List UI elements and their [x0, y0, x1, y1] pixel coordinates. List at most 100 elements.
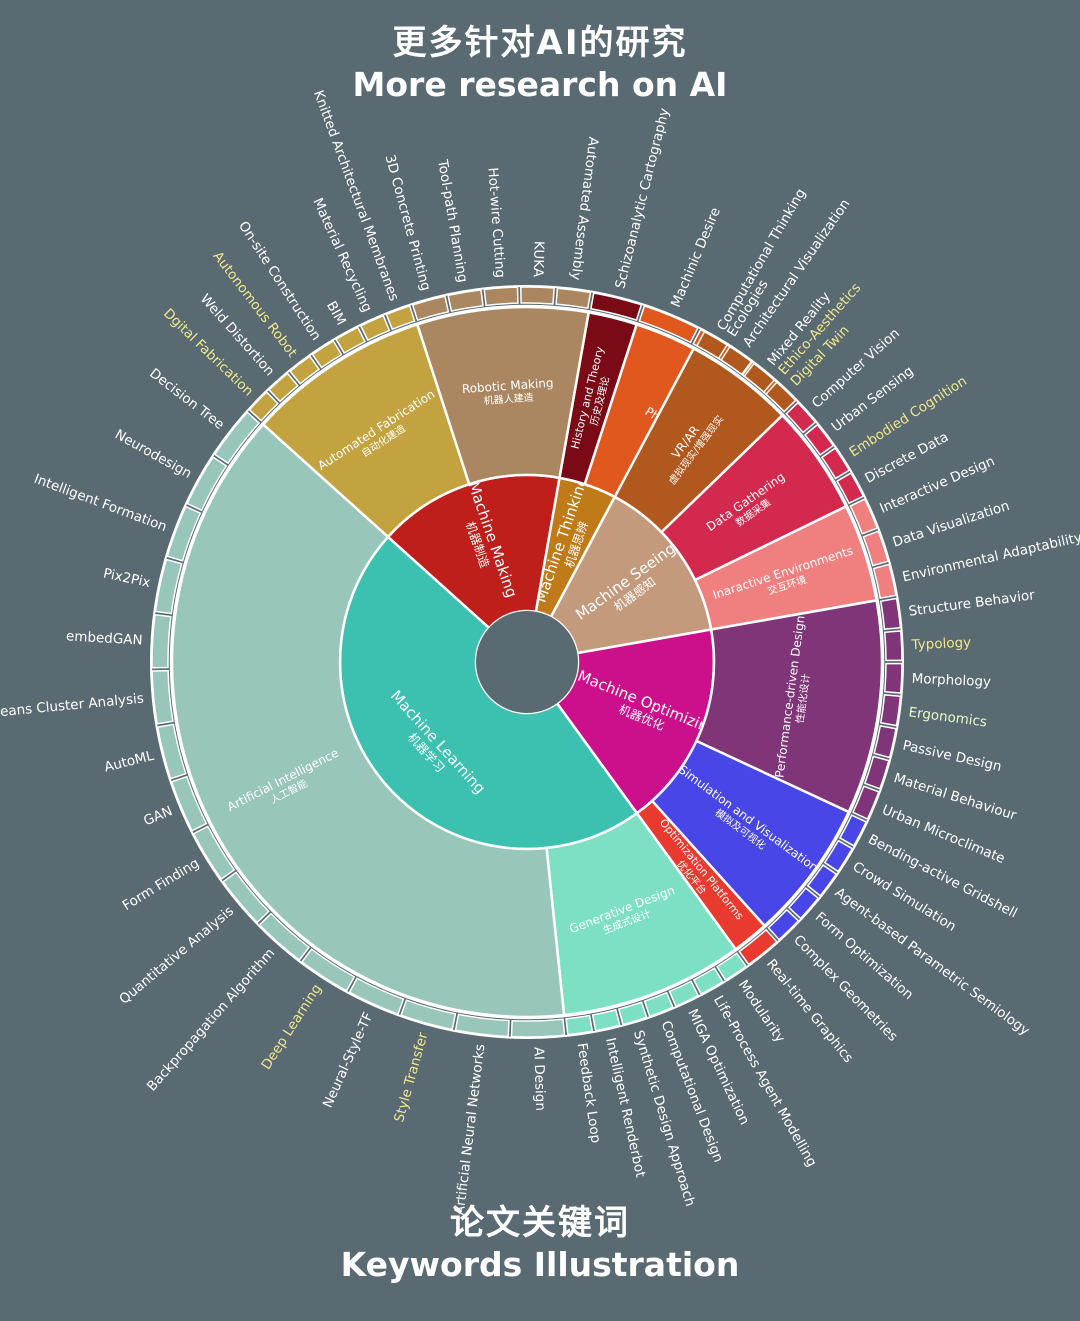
keyword-tick: [767, 908, 800, 941]
keyword-label: Pix2Pix: [102, 566, 152, 591]
keyword-tick: [248, 391, 279, 422]
keyword-tick: [359, 314, 391, 342]
keyword-tick: [872, 563, 897, 599]
keyword-label: Quantitative Analysis: [116, 903, 237, 1008]
keyword-tick: [590, 292, 643, 322]
keyword-tick: [806, 864, 838, 897]
keyword-tick: [385, 304, 416, 331]
keyword-label: BIM: [323, 299, 349, 329]
keyword-label: Morphology: [911, 671, 991, 690]
keyword-tick: [803, 423, 835, 456]
keyword-label: Feedback Loop: [574, 1042, 604, 1144]
keyword-tick: [617, 1001, 648, 1026]
keyword-tick: [738, 928, 778, 966]
keyword-label: Typology: [910, 635, 971, 654]
keyword-tick: [873, 725, 897, 759]
keyword-label: Neurodesign: [112, 427, 194, 482]
keyword-outer-ring: [150, 285, 904, 1039]
keyword-tick: [400, 999, 457, 1031]
chart-title-english: More research on AI: [352, 65, 728, 104]
keyword-tick: [222, 871, 270, 924]
keyword-tick: [823, 839, 854, 873]
keyword-tick: [879, 597, 902, 630]
keyword-tick: [862, 530, 890, 567]
keyword-label: Ergonomics: [908, 704, 988, 730]
keyword-tick: [213, 411, 261, 465]
keyword-tick: [348, 977, 405, 1016]
keyword-label: Form Optimization: [812, 909, 916, 1003]
keyword-label: Artificial Neural Networks: [452, 1043, 489, 1216]
keyword-label: Neural-Style-TF: [320, 1010, 377, 1110]
keyword-label: KUKA: [530, 241, 547, 278]
keyword-tick: [838, 814, 868, 847]
keyword-tick: [743, 362, 776, 394]
keyword-tick: [267, 372, 299, 403]
keyword-tick: [787, 887, 820, 920]
keyword-tick: [720, 345, 753, 376]
keyword-tick: [258, 912, 311, 962]
keyword-tick: [447, 288, 484, 312]
center-hole: [476, 611, 578, 713]
keyword-tick: [863, 755, 890, 790]
keyword-label: Hot-wire Cutting: [484, 167, 508, 279]
keyword-label: Machinic Desire: [668, 205, 724, 310]
keyword-tick: [695, 330, 729, 360]
keyword-label: GAN: [141, 803, 175, 829]
footer-title-chinese: 论文关键词: [450, 1203, 630, 1243]
keyword-tick: [852, 785, 880, 820]
keyword-label: Structure Behavior: [908, 587, 1036, 620]
keyword-label: Deep Learning: [258, 981, 325, 1072]
keyword-label: Synthetic Design Approach: [630, 1028, 698, 1208]
chart-title-chinese: 更多针对AI的研究: [392, 23, 688, 63]
keyword-tick: [311, 339, 343, 369]
keyword-tick: [643, 991, 674, 1018]
keyword-label: Schizoanalytic Cartography: [612, 106, 672, 290]
keyword-tick: [454, 1013, 510, 1038]
keyword-label: Form Finding: [120, 855, 203, 914]
keyword-label: Passive Design: [901, 738, 1003, 775]
keyword-tick: [883, 662, 903, 694]
keyword-label: Intelligent Formation: [32, 471, 169, 535]
keyword-tick: [692, 967, 724, 996]
keyword-tick: [716, 952, 748, 982]
keyword-tick: [151, 669, 174, 725]
keyword-tick: [520, 286, 555, 305]
keyword-label: Decision Tree: [146, 365, 227, 433]
keyword-tick: [849, 498, 879, 535]
keyword-tick: [764, 381, 797, 413]
keyword-tick: [411, 295, 450, 322]
footer-title-english: Keywords Illustration: [340, 1245, 740, 1284]
keyword-label: Style Transfer: [391, 1030, 431, 1124]
subcategory-robotic-making-label: Robotic Making机器人建造: [461, 376, 554, 409]
keyword-label: Automated Assembly: [567, 136, 601, 281]
keyword-tick: [510, 1018, 566, 1038]
keyword-tick: [170, 775, 208, 832]
keyword-tick: [555, 287, 592, 310]
footer-title: 论文关键词 Keywords Illustration: [0, 1202, 1080, 1286]
keyword-label: AI Design: [530, 1047, 548, 1112]
keyword-label: Tool-path Planning: [434, 158, 471, 284]
keyword-tick: [668, 980, 700, 1008]
keyword-tick: [289, 355, 321, 385]
keyword-tick: [300, 948, 356, 992]
keyword-tick: [591, 1008, 621, 1032]
keyword-tick: [154, 558, 183, 615]
keyword-tick: [151, 613, 172, 669]
keyword-tick: [483, 286, 519, 307]
keyword-tick: [879, 694, 902, 727]
keyword-tick: [785, 401, 817, 434]
keyword-tick: [186, 456, 228, 512]
keyword-tick: [820, 447, 851, 480]
keyword-label: Computer Vision: [809, 325, 903, 411]
keyword-label: embedGAN: [66, 628, 143, 648]
keyword-label: K-means Cluster Analysis: [0, 691, 144, 723]
keyword-tick: [166, 505, 202, 562]
keyword-tick: [883, 630, 903, 662]
keyword-tick: [335, 326, 367, 355]
keyword-tick: [565, 1014, 594, 1036]
keyword-label: AutoML: [103, 748, 156, 776]
keyword-tick: [836, 472, 865, 505]
keyword-tick: [638, 304, 699, 344]
